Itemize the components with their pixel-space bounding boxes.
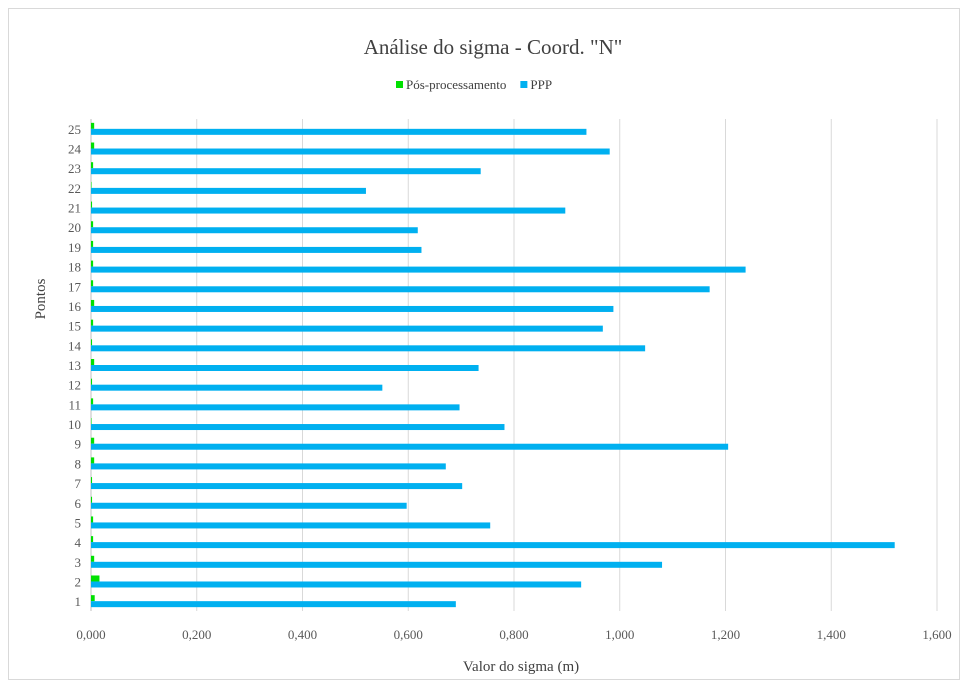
bar-ppp <box>91 542 895 549</box>
bar-ppp <box>91 207 566 214</box>
x-tick-label: 0,800 <box>499 627 528 642</box>
y-axis-label: Pontos <box>33 278 49 319</box>
bar-ppp <box>91 443 729 450</box>
x-tick-label: 0,200 <box>182 627 211 642</box>
bar-ppp <box>91 404 460 411</box>
y-tick-label: 24 <box>68 142 82 157</box>
y-tick-label: 15 <box>68 319 81 334</box>
x-axis-ticks: 0,000 0,200 0,400 0,600 0,800 1,000 1,200 1,400… <box>76 627 951 642</box>
y-tick-label: 20 <box>68 220 81 235</box>
y-tick-label: 22 <box>68 181 81 196</box>
chart-area: Análise do sigma - Coord. "N" Pós-proces… <box>8 8 960 680</box>
y-tick-label: 14 <box>68 338 82 353</box>
y-tick-label: 11 <box>68 397 81 412</box>
bar-ppp <box>91 522 491 529</box>
bar-ppp <box>91 561 663 568</box>
bar-pos-processamento <box>91 536 94 543</box>
legend-label-2: PPP <box>530 77 552 92</box>
y-tick-label: 16 <box>68 299 82 314</box>
y-tick-label: 9 <box>75 437 82 452</box>
x-tick-label: 0,600 <box>394 627 423 642</box>
bar-ppp <box>91 581 582 588</box>
y-tick-label: 19 <box>68 240 81 255</box>
bar-pos-processamento <box>91 299 95 306</box>
bar-pos-processamento <box>91 260 94 267</box>
bar-ppp <box>91 365 479 371</box>
legend-swatch-2 <box>520 81 528 88</box>
y-tick-label: 18 <box>68 260 81 275</box>
chart-svg: Análise do sigma - Coord. "N" Pós-proces… <box>33 35 952 675</box>
y-tick-label: 13 <box>68 358 81 373</box>
legend-label-1: Pós-processamento <box>406 77 506 92</box>
bar-ppp <box>91 168 481 175</box>
bar-pos-processamento <box>91 339 93 346</box>
legend-swatch-1 <box>396 81 403 88</box>
y-tick-label: 7 <box>75 476 82 491</box>
bar-pos-processamento <box>91 359 95 365</box>
y-tick-label: 21 <box>68 201 81 216</box>
bar-ppp <box>91 128 587 135</box>
bar-pos-processamento <box>91 319 94 326</box>
bar-ppp <box>91 286 710 293</box>
bars <box>91 122 895 608</box>
bar-pos-processamento <box>91 240 94 247</box>
y-tick-label: 5 <box>75 515 82 530</box>
y-tick-label: 25 <box>68 122 81 137</box>
bar-ppp <box>91 424 505 431</box>
y-tick-label: 6 <box>75 496 82 511</box>
bar-pos-processamento <box>91 142 95 149</box>
bar-pos-processamento <box>91 477 93 484</box>
bar-pos-processamento <box>91 122 95 129</box>
gridlines <box>90 119 938 611</box>
bar-pos-processamento <box>91 516 94 523</box>
bar-pos-processamento <box>91 181 92 188</box>
bar-pos-processamento <box>91 595 95 602</box>
bar-ppp <box>91 601 456 608</box>
bar-ppp <box>91 148 610 155</box>
y-tick-label: 12 <box>68 378 81 393</box>
bar-ppp <box>91 187 366 194</box>
bar-ppp <box>91 266 746 273</box>
bar-pos-processamento <box>91 496 93 503</box>
y-tick-label: 8 <box>75 456 82 471</box>
bar-ppp <box>91 384 383 391</box>
bar-pos-processamento <box>91 398 94 405</box>
y-tick-label: 3 <box>75 555 82 570</box>
x-axis-label: Valor do sigma (m) <box>463 659 579 675</box>
bar-ppp <box>91 227 418 234</box>
chart-title: Análise do sigma - Coord. "N" <box>364 35 623 59</box>
bar-ppp <box>91 463 446 470</box>
y-tick-label: 2 <box>75 574 82 589</box>
x-tick-label: 1,000 <box>605 627 634 642</box>
y-tick-label: 10 <box>68 417 81 432</box>
y-tick-label: 1 <box>75 594 82 609</box>
bar-ppp <box>91 345 646 352</box>
bar-pos-processamento <box>91 280 94 287</box>
x-tick-label: 1,600 <box>922 627 951 642</box>
bar-pos-processamento <box>91 221 94 228</box>
bar-ppp <box>91 305 614 312</box>
bar-pos-processamento <box>91 437 95 444</box>
bar-ppp <box>91 325 603 332</box>
bar-pos-processamento <box>91 575 100 582</box>
x-tick-label: 1,200 <box>711 627 740 642</box>
bar-pos-processamento <box>91 201 93 208</box>
x-tick-label: 1,400 <box>817 627 846 642</box>
bar-pos-processamento <box>91 378 93 385</box>
y-tick-label: 23 <box>68 161 81 176</box>
bar-ppp <box>91 246 422 253</box>
x-tick-label: 0,400 <box>288 627 317 642</box>
y-tick-label: 4 <box>75 535 82 550</box>
legend: Pós-processamento PPP <box>396 77 552 92</box>
bar-ppp <box>91 502 407 509</box>
bar-pos-processamento <box>91 418 92 425</box>
bar-pos-processamento <box>91 162 94 169</box>
bar-pos-processamento <box>91 457 95 464</box>
x-tick-label: 0,000 <box>76 627 105 642</box>
y-axis-ticks: 1234567891011121314151617181920212223242… <box>68 122 82 609</box>
y-tick-label: 17 <box>68 279 82 294</box>
bar-ppp <box>91 483 463 490</box>
bar-pos-processamento <box>91 555 95 562</box>
